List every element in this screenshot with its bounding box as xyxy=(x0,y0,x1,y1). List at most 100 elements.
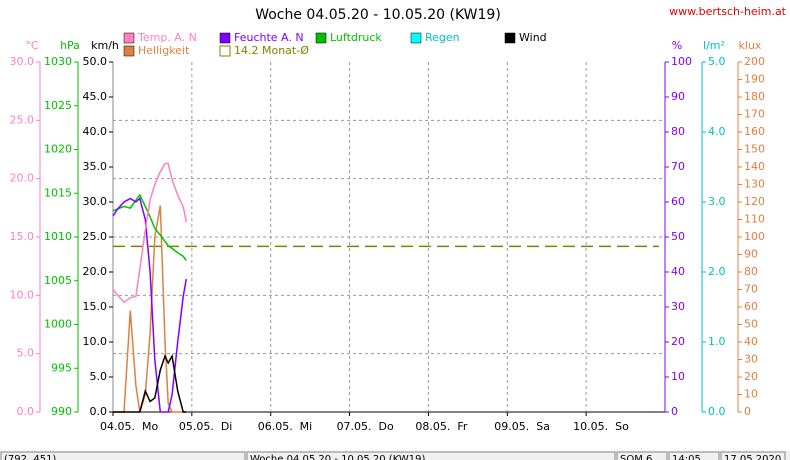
y-tick-label: 35.0 xyxy=(83,160,108,173)
series-line xyxy=(112,193,187,262)
status-cell xyxy=(246,451,616,460)
y-tick-label: 40 xyxy=(744,335,758,348)
y-tick-label: 3.0 xyxy=(708,195,726,208)
y-tick-label: 1000 xyxy=(44,318,72,331)
y-tick-label: 4.0 xyxy=(708,125,726,138)
y-tick-label: 5.0 xyxy=(708,55,726,68)
y-tick-label: 50 xyxy=(744,318,758,331)
x-tick-label: 10.05. So xyxy=(573,420,629,433)
y-tick-label: 20 xyxy=(671,335,685,348)
y-tick-label: 0.0 xyxy=(90,405,108,418)
y-tick-label: 1025 xyxy=(44,99,72,112)
y-tick-label: 1010 xyxy=(44,230,72,243)
y-tick-label: 30.0 xyxy=(83,195,108,208)
y-tick-label: 110 xyxy=(744,213,765,226)
y-tick-label: 1015 xyxy=(44,186,72,199)
y-tick-label: 160 xyxy=(744,125,765,138)
y-tick-label: 120 xyxy=(744,195,765,208)
series-line xyxy=(113,353,187,413)
y-tick-label: 0.0 xyxy=(17,405,35,418)
y-tick-label: 50 xyxy=(671,230,685,243)
y-tick-label: 60 xyxy=(671,195,685,208)
y-tick-label: 30 xyxy=(744,353,758,366)
y-tick-label: 0 xyxy=(744,405,751,418)
x-tick-label: 06.05. Mi xyxy=(258,420,313,433)
y-tick-label: 10 xyxy=(671,370,685,383)
legend-swatch xyxy=(123,32,135,44)
axis-unit: °C xyxy=(25,39,39,52)
legend-label: Helligkeit xyxy=(138,44,190,57)
status-text: 17.05.2020 xyxy=(724,454,781,460)
y-tick-label: 80 xyxy=(671,125,685,138)
legend-label: Wind xyxy=(519,31,547,44)
y-tick-label: 40 xyxy=(671,265,685,278)
y-tick-label: 25.0 xyxy=(10,113,35,126)
axis-unit: % xyxy=(672,39,682,52)
y-tick-label: 1.0 xyxy=(708,335,726,348)
legend-swatch xyxy=(219,32,231,44)
y-tick-label: 995 xyxy=(51,361,72,374)
legend-swatch xyxy=(219,45,231,57)
legend-label: Temp. A. N xyxy=(137,31,197,44)
watermark: www.bertsch-heim.at xyxy=(669,5,787,18)
y-tick-label: 180 xyxy=(744,90,765,103)
legend-swatch xyxy=(315,32,327,44)
y-tick-label: 10.0 xyxy=(83,335,108,348)
y-tick-label: 5.0 xyxy=(17,347,35,360)
legend-label: Feuchte A. N xyxy=(234,31,304,44)
y-tick-label: 15.0 xyxy=(83,300,108,313)
y-tick-label: 190 xyxy=(744,73,765,86)
status-text: (792, 451) xyxy=(4,454,56,460)
y-tick-label: 10.0 xyxy=(10,288,35,301)
y-tick-label: 30 xyxy=(671,300,685,313)
series-line xyxy=(113,205,187,413)
status-bar xyxy=(0,451,790,460)
axis-unit: km/h xyxy=(91,39,119,52)
y-tick-label: 30.0 xyxy=(10,55,35,68)
y-tick-label: 200 xyxy=(744,55,765,68)
legend-label: Regen xyxy=(425,31,460,44)
y-tick-label: 5.0 xyxy=(90,370,108,383)
y-tick-label: 100 xyxy=(744,230,765,243)
status-cell xyxy=(616,451,668,460)
axis-unit: hPa xyxy=(60,39,80,52)
y-tick-label: 130 xyxy=(744,178,765,191)
y-tick-label: 0.0 xyxy=(708,405,726,418)
y-tick-label: 990 xyxy=(51,405,72,418)
x-tick-label: 07.05. Do xyxy=(337,420,394,433)
y-tick-label: 50.0 xyxy=(83,55,108,68)
y-tick-label: 60 xyxy=(744,300,758,313)
y-tick-label: 170 xyxy=(744,108,765,121)
status-cell xyxy=(720,451,786,460)
status-text: 14:05 xyxy=(672,454,701,460)
y-tick-label: 1005 xyxy=(44,274,72,287)
axis-unit: l/m² xyxy=(703,39,725,52)
y-tick-label: 2.0 xyxy=(708,265,726,278)
legend-swatch xyxy=(123,45,135,57)
status-text: SOM 6 xyxy=(620,454,652,460)
legend-label: 14.2 Monat-Ø xyxy=(234,44,309,57)
y-tick-label: 25.0 xyxy=(83,230,108,243)
y-tick-label: 20 xyxy=(744,370,758,383)
legend-swatch xyxy=(410,32,422,44)
status-cell xyxy=(0,451,246,460)
x-tick-label: 05.05. Di xyxy=(179,420,233,433)
y-tick-label: 15.0 xyxy=(10,230,35,243)
x-tick-label: 08.05. Fr xyxy=(415,420,468,433)
x-tick-label: 09.05. Sa xyxy=(494,420,550,433)
y-tick-label: 70 xyxy=(671,160,685,173)
y-tick-label: 20.0 xyxy=(10,172,35,185)
y-tick-label: 150 xyxy=(744,143,765,156)
series-line xyxy=(112,162,188,304)
chart-title: Woche 04.05.20 - 10.05.20 (KW19) xyxy=(255,7,501,23)
y-tick-label: 45.0 xyxy=(83,90,108,103)
y-tick-label: 0 xyxy=(671,405,678,418)
axis-unit: klux xyxy=(739,39,762,52)
legend-swatch xyxy=(504,32,516,44)
y-tick-label: 100 xyxy=(671,55,692,68)
y-tick-label: 70 xyxy=(744,283,758,296)
y-tick-label: 80 xyxy=(744,265,758,278)
y-tick-label: 20.0 xyxy=(83,265,108,278)
y-tick-label: 40.0 xyxy=(83,125,108,138)
y-tick-label: 1030 xyxy=(44,55,72,68)
